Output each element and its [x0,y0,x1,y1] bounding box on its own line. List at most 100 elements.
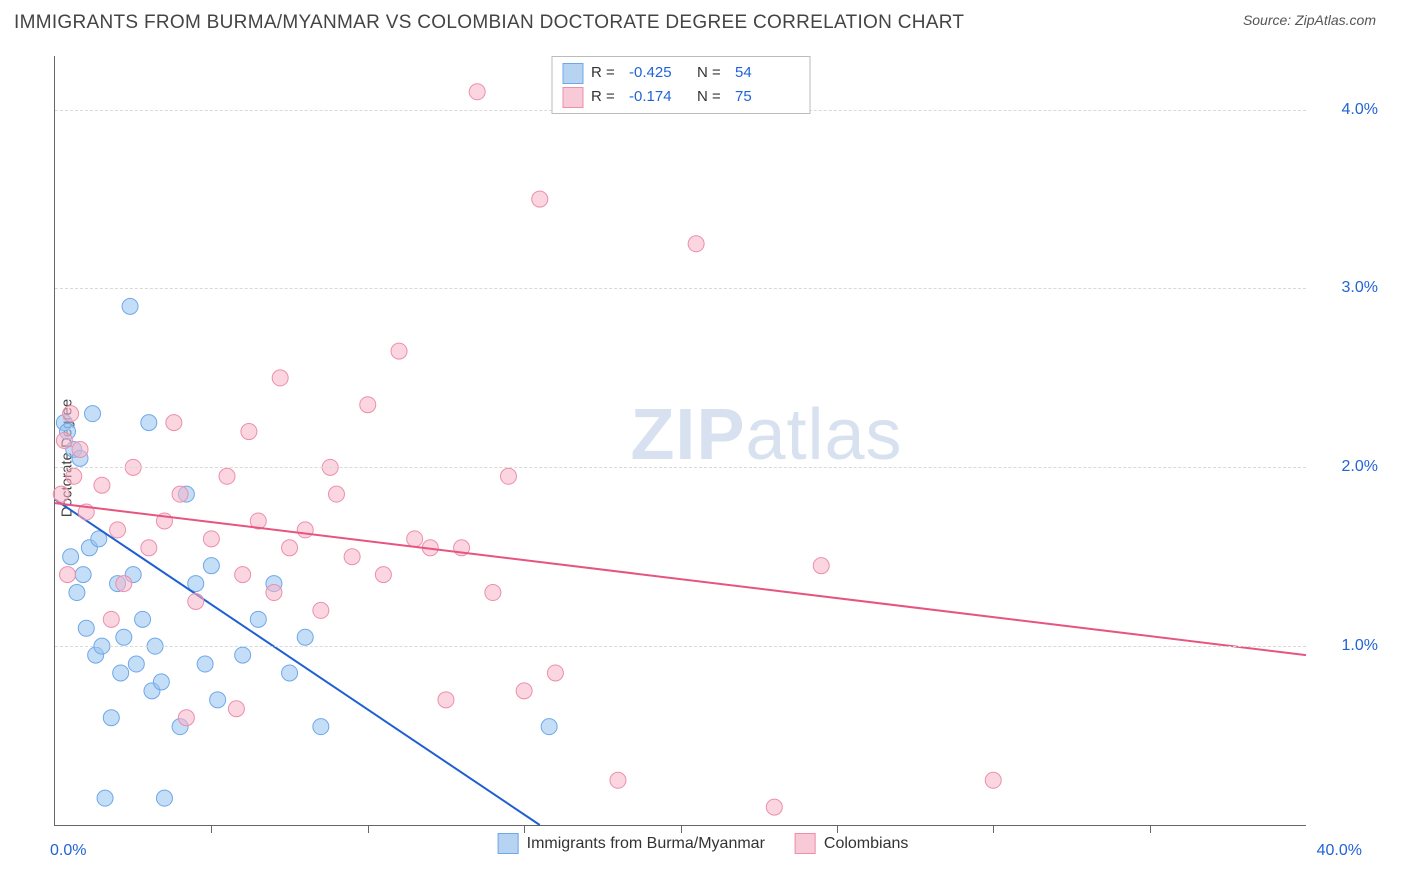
data-point [188,593,204,609]
scatter-svg [55,56,1306,825]
data-point [203,531,219,547]
data-point [610,772,626,788]
data-point [85,406,101,422]
data-point [241,424,257,440]
legend-swatch [795,833,816,854]
data-point [485,585,501,601]
data-point [985,772,1001,788]
chart-container: Doctorate Degree ZIPatlas R =-0.425N =54… [14,44,1392,872]
y-tick-label: 3.0% [1318,279,1378,297]
data-point [266,585,282,601]
data-point [72,441,88,457]
data-point [532,191,548,207]
source-attribution: Source: ZipAtlas.com [1243,12,1376,28]
data-point [197,656,213,672]
data-point [53,486,69,502]
data-point [56,433,72,449]
y-tick-label: 4.0% [1318,101,1378,119]
data-point [141,415,157,431]
data-point [407,531,423,547]
r-label: R = [591,85,621,109]
data-point [203,558,219,574]
legend-label: Colombians [824,835,908,853]
plot-area: ZIPatlas R =-0.425N =54R =-0.174N =75 1.… [54,56,1306,826]
data-point [60,567,76,583]
data-point [63,406,79,422]
r-label: R = [591,61,621,85]
data-point [63,549,79,565]
data-point [313,719,329,735]
data-point [166,415,182,431]
data-point [103,611,119,627]
y-tick-label: 1.0% [1318,637,1378,655]
data-point [297,629,313,645]
y-tick-label: 2.0% [1318,458,1378,476]
data-point [297,522,313,538]
data-point [250,611,266,627]
x-tick [368,825,369,833]
data-point [116,629,132,645]
n-value: 75 [735,85,795,109]
data-point [438,692,454,708]
x-axis-max-label: 40.0% [1317,842,1362,860]
legend-stats: R =-0.425N =54R =-0.174N =75 [551,56,810,114]
data-point [547,665,563,681]
data-point [360,397,376,413]
data-point [135,611,151,627]
legend-stat-row: R =-0.425N =54 [562,61,795,85]
x-axis-min-label: 0.0% [50,842,86,860]
x-tick [211,825,212,833]
x-tick [681,825,682,833]
x-tick [993,825,994,833]
data-point [116,576,132,592]
data-point [97,790,113,806]
data-point [282,665,298,681]
data-point [313,602,329,618]
legend-item: Colombians [795,833,908,854]
data-point [228,701,244,717]
legend-swatch [562,63,583,84]
data-point [272,370,288,386]
data-point [128,656,144,672]
legend-swatch [498,833,519,854]
data-point [469,84,485,100]
n-value: 54 [735,61,795,85]
data-point [178,710,194,726]
legend-swatch [562,87,583,108]
data-point [813,558,829,574]
data-point [113,665,129,681]
r-value: -0.174 [629,85,689,109]
data-point [391,343,407,359]
gridline [55,467,1306,468]
data-point [500,468,516,484]
data-point [688,236,704,252]
data-point [110,522,126,538]
n-label: N = [697,85,727,109]
data-point [219,468,235,484]
page-title: IMMIGRANTS FROM BURMA/MYANMAR VS COLOMBI… [14,12,964,34]
legend-series: Immigrants from Burma/Myanmar Colombians [498,833,909,854]
n-label: N = [697,61,727,85]
data-point [541,719,557,735]
legend-item: Immigrants from Burma/Myanmar [498,833,765,854]
data-point [69,585,85,601]
gridline [55,646,1306,647]
data-point [156,790,172,806]
data-point [78,620,94,636]
x-tick [1150,825,1151,833]
data-point [94,477,110,493]
data-point [235,647,251,663]
data-point [766,799,782,815]
data-point [153,674,169,690]
legend-stat-row: R = -0.174 N = 75 [562,85,795,109]
legend-label: Immigrants from Burma/Myanmar [527,835,765,853]
data-point [75,567,91,583]
x-tick [837,825,838,833]
data-point [282,540,298,556]
data-point [141,540,157,556]
data-point [516,683,532,699]
data-point [103,710,119,726]
data-point [210,692,226,708]
data-point [66,468,82,484]
x-tick [524,825,525,833]
